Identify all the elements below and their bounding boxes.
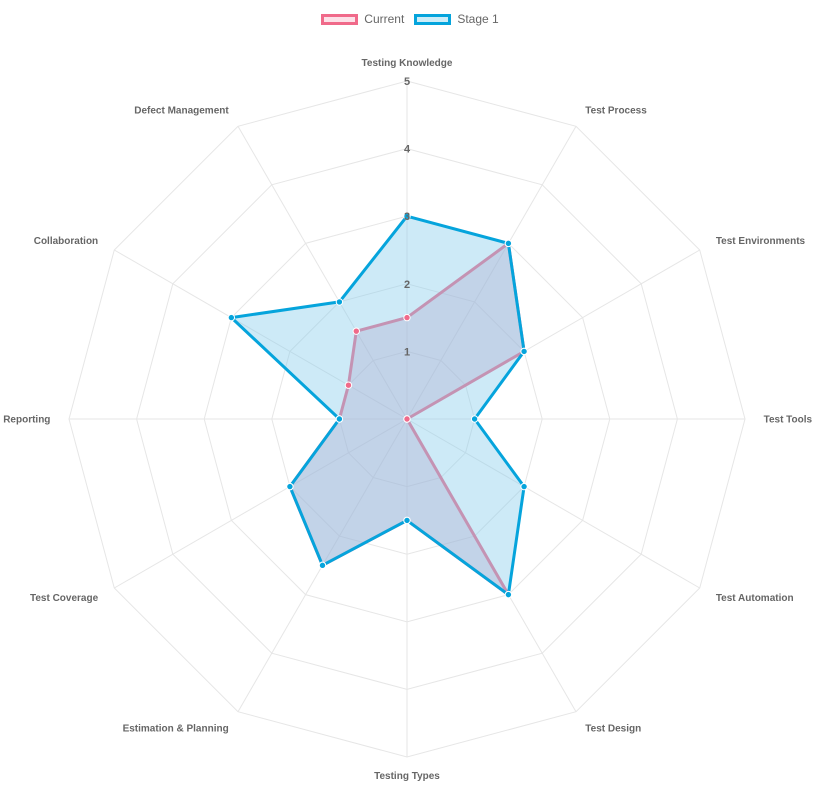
legend-label-stage-1: Stage 1 [457, 12, 499, 26]
spoke-test-coverage [114, 418, 408, 589]
data-point-stage-1-defect-management[interactable] [335, 298, 344, 306]
chart-legend: Current Stage 1 [0, 8, 820, 30]
axis-label-defect-management: Defect Management [134, 106, 229, 117]
legend-label-current: Current [364, 12, 405, 26]
legend-swatch-current [321, 13, 359, 25]
tick-label-4: 4 [404, 144, 411, 156]
data-point-stage-1-reporting[interactable] [335, 415, 344, 423]
data-point-stage-1-test-automation[interactable] [520, 482, 528, 491]
spoke-collaboration [114, 249, 408, 420]
data-point-current-defect-management[interactable] [352, 327, 360, 335]
axis-label-test-coverage: Test Coverage [30, 593, 99, 604]
axis-label-testing-knowledge: Testing Knowledge [362, 58, 453, 69]
data-point-current-testing-knowledge[interactable] [403, 313, 411, 322]
axis-label-collaboration: Collaboration [34, 236, 98, 247]
tick-label-1: 1 [404, 346, 410, 358]
axis-label-test-tools: Test Tools [764, 415, 813, 426]
data-point-stage-1-estimation-and-planning[interactable] [318, 561, 327, 570]
tick-label-3: 3 [404, 211, 410, 223]
spoke-test-automation [406, 418, 700, 589]
data-point-stage-1-collaboration[interactable] [227, 313, 236, 322]
data-point-stage-1-testing-knowledge[interactable] [403, 212, 411, 220]
axis-label-test-process: Test Process [585, 106, 647, 117]
axis-label-reporting: Reporting [3, 415, 50, 426]
spoke-test-process [406, 126, 577, 420]
legend-item-stage-1[interactable]: Stage 1 [414, 12, 499, 26]
spoke-defect-management [237, 126, 408, 420]
data-point-stage-1-test-environments[interactable] [520, 347, 528, 356]
axis-label-test-automation: Test Automation [716, 593, 794, 604]
axis-label-estimation-and-planning: Estimation & Planning [123, 723, 229, 734]
axis-label-test-environments: Test Environments [716, 236, 806, 247]
axis-label-testing-types: Testing Types [374, 771, 440, 782]
radar-axis-labels: Testing Knowledge Test Process Test Enviro… [3, 58, 812, 782]
data-point-stage-1-test-design[interactable] [504, 590, 513, 599]
data-point-stage-1-test-process[interactable] [504, 239, 513, 248]
tick-label-5: 5 [404, 76, 410, 88]
data-point-stage-1-test-coverage[interactable] [286, 482, 294, 491]
data-point-current-test-automation[interactable] [403, 415, 411, 423]
legend-swatch-stage-1 [414, 13, 452, 25]
radar-ticks: 1 2 3 4 5 [404, 76, 411, 358]
data-point-current-collaboration[interactable] [344, 381, 353, 389]
legend-item-current[interactable]: Current [321, 12, 404, 26]
radar-series [227, 212, 528, 599]
axis-label-test-design: Test Design [585, 723, 641, 734]
data-point-stage-1-test-tools[interactable] [470, 415, 479, 423]
tick-label-2: 2 [404, 279, 410, 291]
data-point-stage-1-testing-types[interactable] [403, 516, 411, 525]
